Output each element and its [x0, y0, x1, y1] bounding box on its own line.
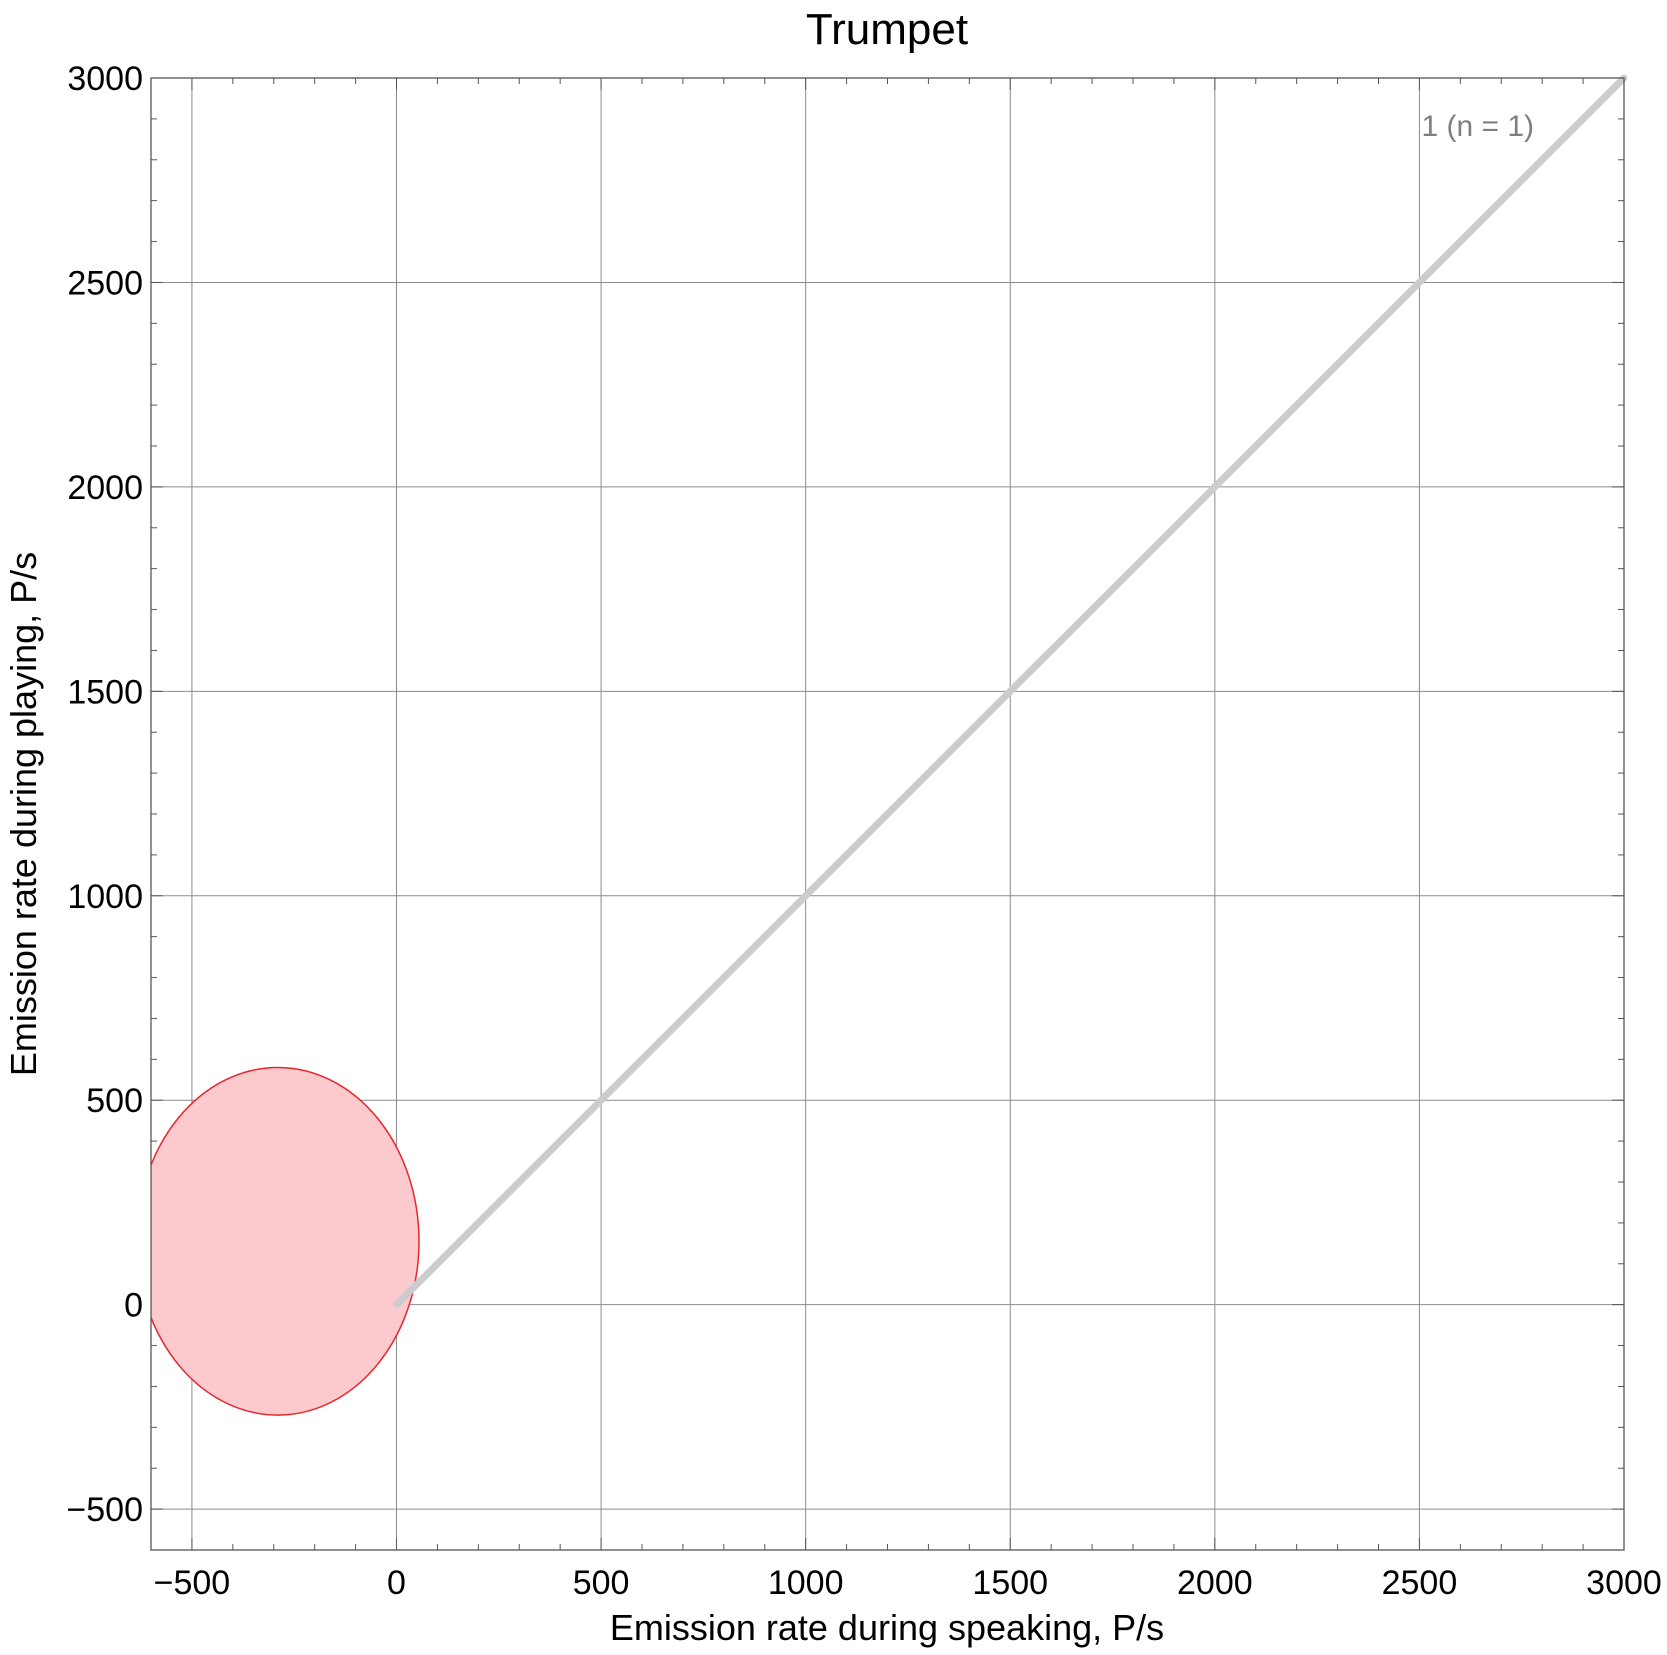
- minor-ticks: [150, 77, 1625, 1551]
- x-tick-label: 500: [573, 1564, 630, 1602]
- x-tick-label: 2000: [1177, 1564, 1253, 1602]
- plot-frame: [150, 77, 1625, 1551]
- y-tick-label: 3000: [67, 60, 143, 98]
- x-tick-label: −500: [154, 1564, 231, 1602]
- x-axis-label: Emission rate during speaking, P/s: [610, 1607, 1164, 1648]
- x-tick-label: 0: [387, 1564, 406, 1602]
- x-tick-label: 3000: [1586, 1564, 1662, 1602]
- confidence-ellipse: [151, 1066, 420, 1416]
- sample-size-annotation: 1 (n = 1): [1421, 110, 1534, 143]
- x-tick-labels: −500 0 500 1000 1500 2000 2500 3000: [154, 1564, 1662, 1602]
- x-tick-label: 2500: [1382, 1564, 1458, 1602]
- x-tick-label: 1000: [768, 1564, 844, 1602]
- chart-title: Trumpet: [806, 5, 968, 54]
- y-tick-label: 2000: [67, 469, 143, 507]
- y-tick-label: 1500: [67, 673, 143, 711]
- y-tick-label: 0: [124, 1287, 143, 1325]
- y-tick-label: 2500: [67, 264, 143, 302]
- y-tick-label: −500: [66, 1491, 143, 1529]
- identity-reference-line: [393, 74, 1628, 1309]
- y-axis-label: Emission rate during playing, P/s: [3, 552, 44, 1076]
- ellipse-layer: [151, 1066, 420, 1416]
- y-tick-label: 1000: [67, 878, 143, 916]
- x-tick-label: 1500: [972, 1564, 1048, 1602]
- y-tick-labels: −500 0 500 1000 1500 2000 2500 3000: [66, 60, 143, 1529]
- y-tick-label: 500: [86, 1082, 143, 1120]
